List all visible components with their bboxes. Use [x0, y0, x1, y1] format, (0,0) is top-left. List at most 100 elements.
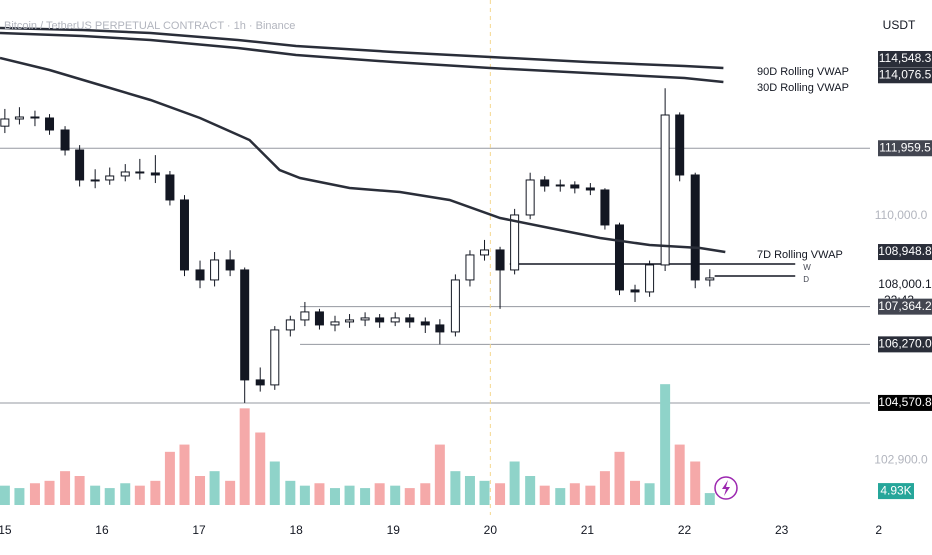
- volume-bar: [225, 480, 236, 505]
- volume-bar: [60, 471, 71, 505]
- x-tick-label: 15: [0, 523, 12, 537]
- volume-bar: [614, 451, 625, 505]
- candle-body: [270, 329, 280, 386]
- candle-body: [45, 117, 55, 131]
- candle-body: [480, 249, 490, 256]
- x-tick-label: 22: [678, 523, 692, 537]
- candle-body: [675, 114, 685, 176]
- candle-body: [165, 174, 175, 201]
- alert-icon[interactable]: [714, 476, 738, 500]
- candle-body: [345, 319, 355, 323]
- candle-body: [330, 321, 340, 326]
- volume-bar: [104, 488, 115, 505]
- x-tick-label: 17: [192, 523, 206, 537]
- alert-bolt[interactable]: [722, 480, 730, 496]
- volume-bar: [0, 485, 10, 505]
- vwap-line: [0, 56, 726, 254]
- candle-body: [465, 254, 475, 281]
- candle-body: [30, 116, 40, 119]
- volume-bar: [164, 451, 175, 505]
- x-tick-label: 19: [387, 523, 401, 537]
- price-label-box: [878, 67, 932, 84]
- candle-body: [120, 171, 130, 177]
- volume-bar: [14, 488, 25, 505]
- volume-bar: [390, 485, 401, 505]
- volume-bar: [150, 480, 161, 505]
- y-tick-label: 110,000.0: [875, 208, 928, 222]
- candle-body: [420, 321, 430, 326]
- candle-body: [240, 269, 250, 381]
- volume-bar: [255, 432, 266, 505]
- price-label-box: [878, 394, 932, 411]
- candle-body: [195, 269, 205, 281]
- candle-body: [390, 317, 400, 323]
- candle-body: [690, 174, 700, 281]
- candle-body: [525, 179, 535, 216]
- volume-bar: [690, 461, 701, 505]
- level-label: D: [803, 275, 809, 284]
- vwap-label: 30D Rolling VWAP: [757, 82, 849, 94]
- volume-bar: [299, 485, 310, 505]
- x-tick-label: 2: [875, 523, 882, 537]
- price-label: 108,000.1: [878, 277, 932, 291]
- candle-body: [210, 259, 220, 281]
- price-label-box: [878, 298, 932, 315]
- volume-bar: [509, 461, 520, 505]
- price-label: 106,270.0: [878, 337, 932, 351]
- candle-body: [314, 311, 324, 326]
- candle-body: [14, 116, 24, 120]
- volume-bar: [74, 476, 85, 505]
- candle-body: [555, 184, 565, 187]
- vwap-label: 90D Rolling VWAP: [757, 66, 849, 78]
- candle-body: [510, 214, 520, 271]
- volume-bar: [599, 471, 610, 505]
- candle-body: [75, 149, 85, 181]
- vwap-line: [0, 26, 724, 70]
- volume-bar: [195, 476, 206, 505]
- volume-bar: [644, 483, 655, 505]
- volume-bar: [44, 480, 55, 505]
- price-label: 107,364.2: [878, 299, 932, 313]
- candle-body: [614, 224, 624, 291]
- level-label: W: [803, 263, 811, 272]
- candle-body: [179, 199, 189, 271]
- volume-bar: [495, 483, 506, 505]
- candle-body: [60, 129, 70, 151]
- candle-body: [300, 311, 310, 321]
- x-tick-label: 16: [95, 523, 109, 537]
- volume-bar: [209, 471, 220, 505]
- price-label-box: [878, 244, 932, 261]
- vwap-line: [0, 31, 724, 84]
- candle-body: [630, 289, 640, 293]
- candle-body: [0, 118, 10, 127]
- price-label-box: [878, 336, 932, 353]
- candle-body: [435, 324, 445, 333]
- candle-body: [225, 259, 235, 271]
- volume-bar: [434, 444, 445, 505]
- volume-bar: [90, 485, 101, 505]
- candle-body: [360, 317, 370, 321]
- volume-bar: [285, 480, 296, 505]
- volume-bar: [539, 485, 550, 505]
- volume-bar: [569, 483, 580, 505]
- x-tick-label: 23: [775, 523, 789, 537]
- volume-bar: [660, 384, 671, 505]
- candle-body: [375, 317, 385, 323]
- candle-body: [705, 277, 715, 281]
- volume-bar: [314, 483, 325, 505]
- candle-body: [405, 317, 415, 323]
- volume-bar: [120, 483, 131, 505]
- volume-bar: [269, 461, 280, 505]
- volume-bar: [329, 488, 340, 505]
- volume-bar: [360, 488, 371, 505]
- x-tick-label: 18: [289, 523, 303, 537]
- currency-label: USDT: [883, 18, 916, 32]
- price-label: 114,548.3: [879, 51, 932, 65]
- candle-body: [150, 172, 160, 176]
- volume-bar: [134, 485, 145, 505]
- volume-bar: [404, 488, 415, 505]
- candle-body: [570, 184, 580, 189]
- candle-body: [450, 279, 460, 333]
